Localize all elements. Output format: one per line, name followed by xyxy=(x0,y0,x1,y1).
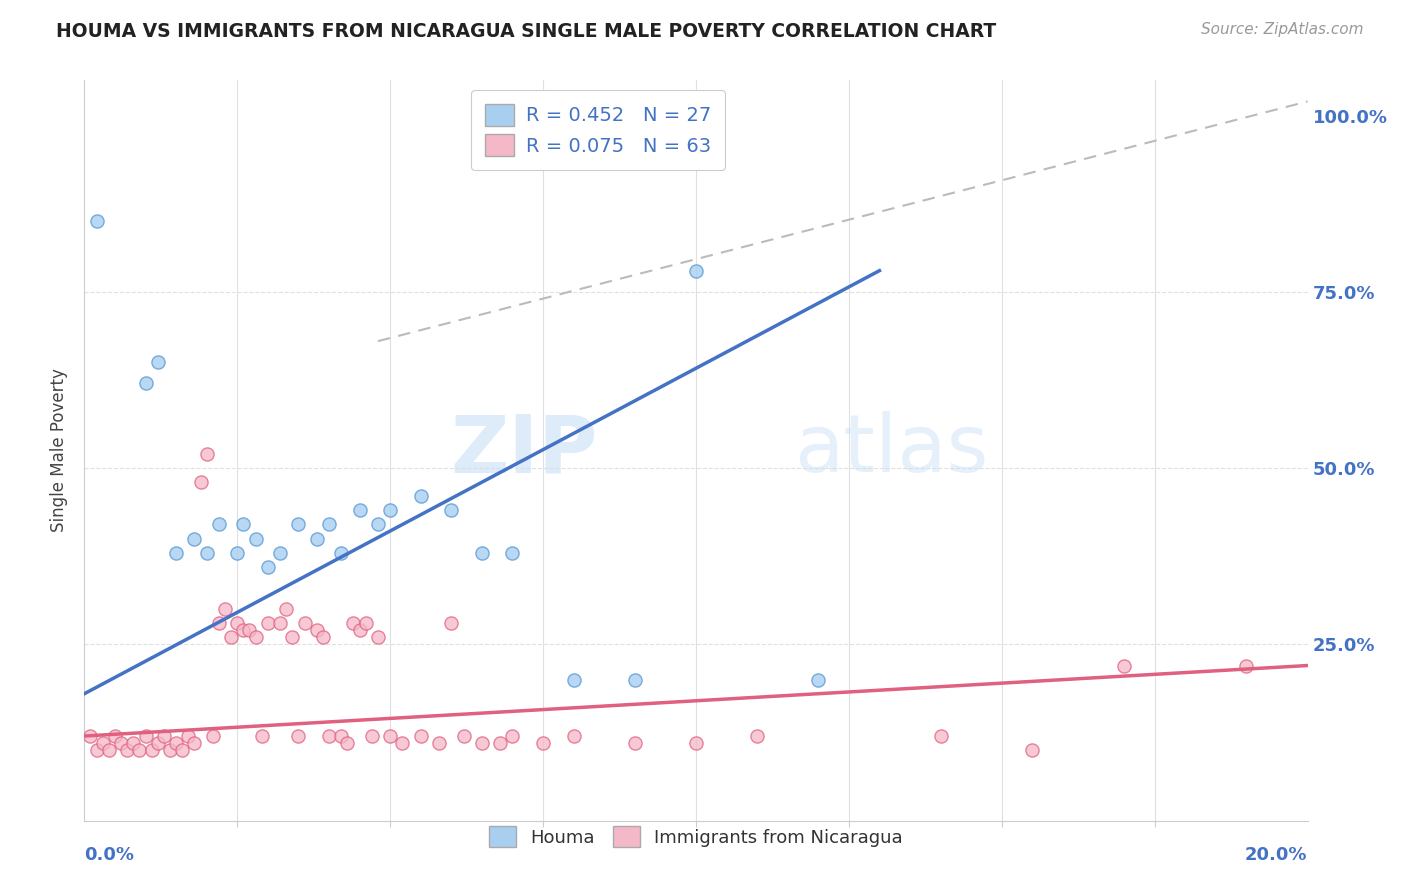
Point xyxy=(79,729,101,743)
Point xyxy=(115,743,138,757)
Point xyxy=(685,736,707,750)
Point xyxy=(502,729,524,743)
Point xyxy=(226,616,249,631)
Point xyxy=(453,729,475,743)
Point xyxy=(360,729,382,743)
Point xyxy=(287,729,309,743)
Point xyxy=(287,517,309,532)
Point xyxy=(440,616,463,631)
Point xyxy=(110,736,132,750)
Point xyxy=(257,559,280,574)
Point xyxy=(367,517,389,532)
Point xyxy=(177,729,200,743)
Point xyxy=(195,447,218,461)
Point xyxy=(342,616,364,631)
Point xyxy=(807,673,830,687)
Point xyxy=(153,729,176,743)
Point xyxy=(135,729,157,743)
Text: ZIP: ZIP xyxy=(451,411,598,490)
Point xyxy=(86,214,108,228)
Point xyxy=(128,743,150,757)
Point xyxy=(318,517,340,532)
Point xyxy=(245,630,267,644)
Point xyxy=(276,602,298,616)
Point xyxy=(190,475,212,490)
Point xyxy=(427,736,450,750)
Point xyxy=(86,743,108,757)
Point xyxy=(471,546,494,560)
Text: Source: ZipAtlas.com: Source: ZipAtlas.com xyxy=(1201,22,1364,37)
Point xyxy=(226,546,249,560)
Point xyxy=(562,673,585,687)
Point xyxy=(354,616,377,631)
Point xyxy=(104,729,127,743)
Point xyxy=(91,736,114,750)
Y-axis label: Single Male Poverty: Single Male Poverty xyxy=(51,368,69,533)
Point xyxy=(471,736,494,750)
Point xyxy=(380,503,402,517)
Point xyxy=(312,630,335,644)
Point xyxy=(269,546,291,560)
Legend: R = 0.452   N = 27, R = 0.075   N = 63: R = 0.452 N = 27, R = 0.075 N = 63 xyxy=(471,90,724,169)
Text: HOUMA VS IMMIGRANTS FROM NICARAGUA SINGLE MALE POVERTY CORRELATION CHART: HOUMA VS IMMIGRANTS FROM NICARAGUA SINGL… xyxy=(56,22,997,41)
Point xyxy=(330,546,353,560)
Point xyxy=(1236,658,1258,673)
Point xyxy=(1021,743,1043,757)
Point xyxy=(146,736,169,750)
Point xyxy=(409,729,432,743)
Point xyxy=(531,736,554,750)
Point xyxy=(685,263,707,277)
Point xyxy=(1114,658,1136,673)
Point xyxy=(172,743,194,757)
Point xyxy=(122,736,145,750)
Point xyxy=(336,736,359,750)
Point xyxy=(281,630,304,644)
Point xyxy=(232,517,254,532)
Point xyxy=(562,729,585,743)
Point xyxy=(349,624,371,638)
Point xyxy=(250,729,273,743)
Point xyxy=(141,743,163,757)
Point xyxy=(349,503,371,517)
Point xyxy=(146,355,169,369)
Point xyxy=(367,630,389,644)
Point xyxy=(232,624,254,638)
Point xyxy=(159,743,181,757)
Point xyxy=(624,673,647,687)
Point xyxy=(330,729,353,743)
Text: 0.0%: 0.0% xyxy=(84,846,135,863)
Point xyxy=(257,616,280,631)
Point xyxy=(489,736,512,750)
Point xyxy=(929,729,952,743)
Point xyxy=(391,736,413,750)
Point xyxy=(165,546,187,560)
Point xyxy=(409,489,432,503)
Point xyxy=(305,532,328,546)
Point xyxy=(238,624,260,638)
Point xyxy=(214,602,236,616)
Point xyxy=(747,729,769,743)
Point xyxy=(135,376,157,391)
Point xyxy=(165,736,187,750)
Point xyxy=(245,532,267,546)
Text: atlas: atlas xyxy=(794,411,988,490)
Point xyxy=(440,503,463,517)
Point xyxy=(380,729,402,743)
Point xyxy=(294,616,316,631)
Point xyxy=(269,616,291,631)
Point xyxy=(219,630,242,644)
Point xyxy=(502,546,524,560)
Point xyxy=(208,616,231,631)
Text: 20.0%: 20.0% xyxy=(1246,846,1308,863)
Point xyxy=(624,736,647,750)
Point xyxy=(305,624,328,638)
Point xyxy=(195,546,218,560)
Point xyxy=(183,736,205,750)
Point xyxy=(183,532,205,546)
Point xyxy=(318,729,340,743)
Point xyxy=(97,743,120,757)
Point xyxy=(201,729,224,743)
Point xyxy=(208,517,231,532)
